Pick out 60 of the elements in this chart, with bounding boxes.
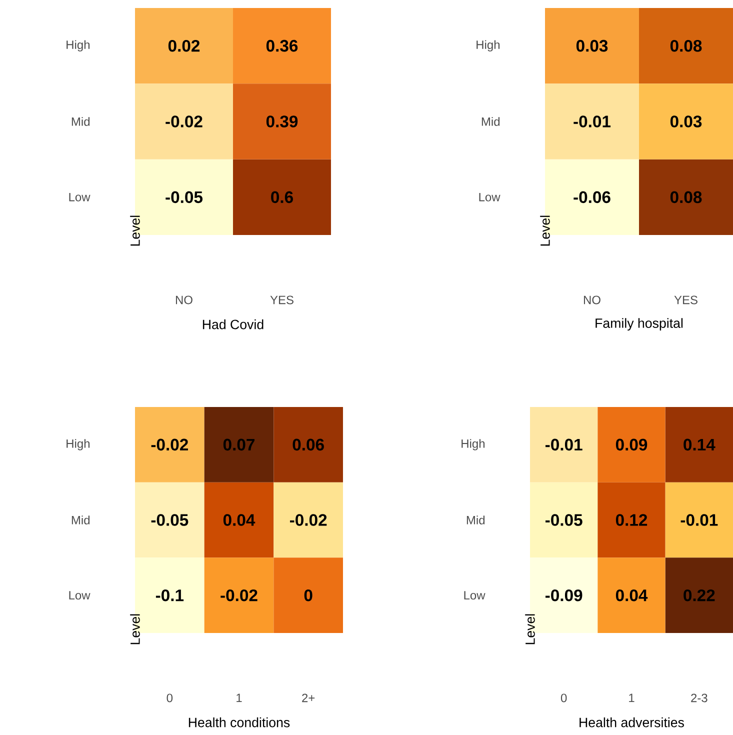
- y-axis-title: Level: [525, 614, 535, 644]
- data-label: 0.03: [670, 116, 702, 128]
- x-tick-label: 1: [629, 694, 634, 702]
- x-tick-label: 0: [166, 694, 173, 702]
- x-tick-label: YES: [674, 296, 698, 304]
- y-tick-label: Low: [69, 591, 90, 600]
- data-label: 0.22: [684, 589, 715, 602]
- data-label: 0.09: [616, 438, 648, 451]
- data-label: 0.36: [266, 40, 298, 52]
- x-axis-title: Health conditions: [188, 717, 290, 728]
- data-label: 0.02: [168, 40, 200, 52]
- y-axis-title: Level: [130, 216, 140, 246]
- data-label: -0.1: [156, 589, 184, 602]
- y-tick-label: High: [66, 40, 90, 52]
- x-tick-label: 2+: [302, 694, 315, 702]
- y-tick-label: Low: [464, 591, 486, 600]
- data-label: -0.02: [166, 116, 202, 128]
- x-tick-label: 1: [236, 694, 242, 702]
- data-label: -0.02: [220, 589, 258, 602]
- x-tick-label: 0: [560, 694, 567, 702]
- y-tick-label: Mid: [72, 117, 90, 126]
- y-tick-label: High: [462, 439, 485, 450]
- data-label: 0.39: [266, 116, 298, 128]
- data-label: 0.12: [616, 514, 648, 526]
- data-label: 0.07: [223, 438, 254, 451]
- y-axis-title: Level: [130, 614, 140, 644]
- y-tick-label: High: [476, 40, 500, 52]
- y-axis-title: Level: [540, 216, 550, 246]
- data-label: -0.02: [151, 438, 188, 451]
- data-label: 0.04: [223, 514, 256, 526]
- x-tick-label: NO: [584, 296, 600, 304]
- y-tick-label: High: [66, 439, 90, 450]
- x-axis-title: Had Covid: [202, 319, 264, 330]
- data-label: 0: [304, 589, 312, 602]
- y-tick-label: Low: [69, 192, 90, 202]
- data-label: -0.01: [545, 438, 582, 451]
- y-tick-label: Mid: [466, 516, 485, 524]
- x-tick-label: YES: [270, 296, 294, 304]
- data-label: 0.08: [670, 40, 702, 52]
- data-label: 0.03: [576, 40, 608, 52]
- data-label: -0.09: [545, 589, 582, 602]
- data-label: 0.08: [670, 191, 702, 204]
- data-label: -0.01: [680, 514, 718, 526]
- data-label: -0.02: [290, 514, 327, 526]
- y-tick-label: Mid: [482, 117, 500, 126]
- x-tick-label: 2-3: [691, 694, 708, 702]
- data-label: 0.06: [292, 438, 324, 451]
- y-tick-label: Low: [479, 192, 500, 202]
- x-axis-title: Family hospital: [596, 318, 683, 331]
- data-label: -0.06: [574, 191, 610, 204]
- data-label: 0.04: [616, 589, 648, 602]
- x-tick-label: NO: [176, 296, 192, 304]
- data-label: -0.05: [166, 191, 203, 204]
- data-label: -0.05: [151, 514, 188, 526]
- data-label: -0.05: [545, 514, 582, 526]
- y-tick-label: Mid: [72, 516, 90, 524]
- data-label: 0.6: [271, 191, 293, 204]
- data-label: -0.01: [574, 116, 611, 128]
- data-label: 0.14: [684, 438, 716, 451]
- x-axis-title: Health adversities: [580, 717, 684, 728]
